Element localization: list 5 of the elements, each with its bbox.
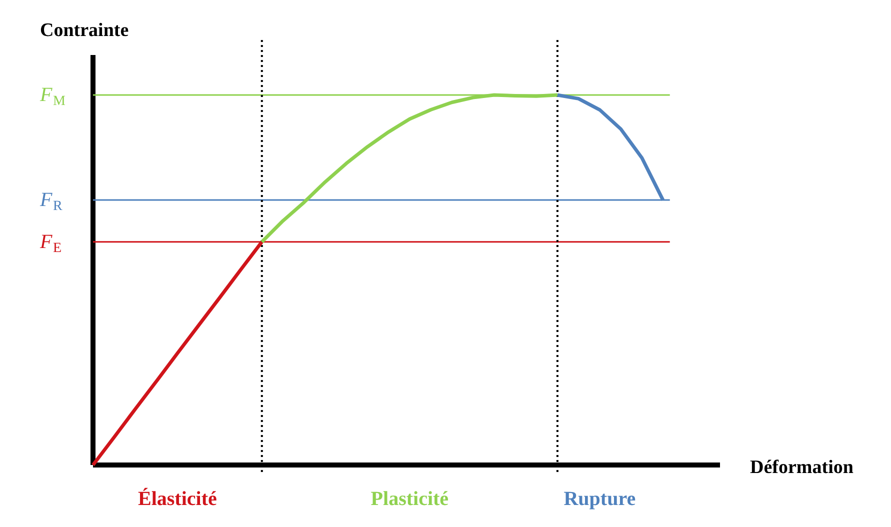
text: Plasticité: [370, 488, 449, 510]
text: Élasticité: [138, 487, 217, 510]
text: Rupture: [564, 488, 636, 510]
x-axis-title: Déformation: [750, 457, 854, 478]
y-axis-title: Contrainte: [40, 20, 129, 41]
